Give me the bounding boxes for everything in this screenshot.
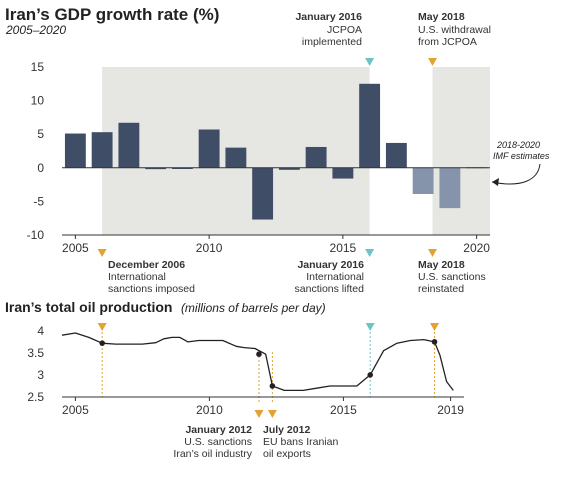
- oil-chart-title-main: Iran’s total oil production: [5, 299, 172, 315]
- bar-2019: [439, 167, 461, 209]
- bar-2007: [118, 122, 140, 168]
- y-tick-label: -10: [27, 228, 45, 242]
- may2018-top-label: May 2018: [418, 11, 465, 23]
- oil-highlight-point-1: [256, 351, 262, 358]
- event-marker-1: [365, 249, 375, 257]
- gdp-chart-subtitle: 2005–2020: [5, 23, 66, 37]
- oil-highlight-point-2: [269, 383, 276, 389]
- imf-note-line-2: IMF estimates: [493, 151, 550, 161]
- y-tick-label: 5: [37, 127, 44, 141]
- jan2012-text-2: Iran’s oil industry: [173, 448, 252, 460]
- bar-2016: [359, 83, 381, 168]
- oil-event-marker-3: [365, 323, 375, 331]
- jul2012-text-1: EU bans Iranian: [263, 436, 338, 448]
- oil-y-tick-label: 2.5: [27, 390, 44, 404]
- may2018-top-text-1: U.S. withdrawal: [418, 24, 491, 36]
- oil-highlight-point-3: [367, 372, 374, 378]
- jan2012-label: January 2012: [185, 424, 252, 436]
- oil-y-tick-label: 3.5: [27, 346, 44, 360]
- jan2012-text-1: U.S. sanctions: [184, 436, 252, 448]
- oil-x-tick-label: 2010: [196, 403, 223, 417]
- imf-note-arrow: [491, 163, 541, 185]
- oil-chart-title-unit: (millions of barrels per day): [181, 301, 326, 315]
- bar-2008: [145, 167, 167, 170]
- x-tick-label: 2010: [196, 241, 223, 255]
- oil-y-tick-label: 4: [37, 324, 44, 338]
- oil-event-marker-0: [97, 323, 107, 331]
- jul2012-label: July 2012: [263, 424, 310, 436]
- bar-2013: [278, 167, 300, 170]
- event-marker-3: [427, 58, 437, 66]
- event-marker-0: [97, 249, 107, 257]
- oil-x-tick-label: 2019: [437, 403, 464, 417]
- gdp-plot-area: 15 10 5 0 -5 -10 2005 2010 2015 2020: [27, 58, 490, 257]
- oil-x-tick-label: 2015: [330, 403, 357, 417]
- event-marker-4: [427, 249, 437, 257]
- dec2006-text-1: International: [108, 271, 166, 283]
- bar-2018: [412, 167, 434, 195]
- bar-2010: [198, 129, 220, 168]
- oil-y-tick-label: 3: [37, 368, 44, 382]
- bar-2017: [385, 142, 407, 168]
- x-tick-label: 2020: [463, 241, 490, 255]
- oil-chart-title: Iran’s total oil production (millions of…: [5, 299, 326, 316]
- x-tick-label: 2015: [330, 241, 357, 255]
- oil-event-marker-1: [254, 410, 264, 418]
- jan2016-top-text-1: JCPOA: [327, 24, 362, 36]
- shaded-region-1: [432, 67, 490, 235]
- bar-2012: [252, 167, 274, 220]
- y-tick-label: 0: [37, 161, 44, 175]
- jan2016-bottom-text-2: sanctions lifted: [295, 283, 365, 295]
- oil-highlight-point-4: [431, 339, 438, 345]
- event-marker-2: [365, 58, 375, 66]
- bar-2011: [225, 147, 247, 168]
- dec2006-text-2: sanctions imposed: [108, 283, 195, 295]
- bar-2015: [332, 167, 354, 179]
- jan2016-bottom-text-1: International: [306, 271, 364, 283]
- dec2006-label: December 2006: [108, 259, 185, 271]
- imf-note-line-1: 2018-2020: [496, 140, 540, 150]
- may2018-bottom-text-2: reinstated: [418, 283, 464, 295]
- y-tick-label: -5: [33, 194, 44, 208]
- jan2016-top-text-2: implemented: [302, 36, 362, 48]
- may2018-top-text-2: from JCPOA: [418, 36, 477, 48]
- imf-note-arrowhead: [492, 178, 499, 186]
- oil-x-tick-label: 2005: [62, 403, 89, 417]
- oil-highlight-point-0: [99, 340, 105, 346]
- may2018-bottom-label: May 2018: [418, 259, 465, 271]
- may2018-bottom-text-1: U.S. sanctions: [418, 271, 486, 283]
- y-tick-label: 15: [31, 60, 45, 74]
- jan2016-bottom-label: January 2016: [297, 259, 364, 271]
- oil-plot-area: 4 3.5 3 2.5 2005 2010 2015 2019: [27, 323, 464, 418]
- bar-2014: [305, 146, 327, 168]
- oil-event-marker-2: [267, 410, 277, 418]
- bar-2009: [171, 167, 193, 169]
- jan2016-top-label: January 2016: [295, 11, 362, 23]
- bar-2006: [91, 132, 113, 168]
- gdp-chart-title: Iran’s GDP growth rate (%): [5, 5, 219, 24]
- jul2012-text-2: oil exports: [263, 448, 311, 460]
- oil-event-marker-4: [430, 323, 440, 331]
- x-tick-label: 2005: [62, 241, 89, 255]
- oil-production-line: [61, 332, 454, 392]
- bar-2005: [64, 133, 86, 168]
- y-tick-label: 10: [31, 94, 45, 108]
